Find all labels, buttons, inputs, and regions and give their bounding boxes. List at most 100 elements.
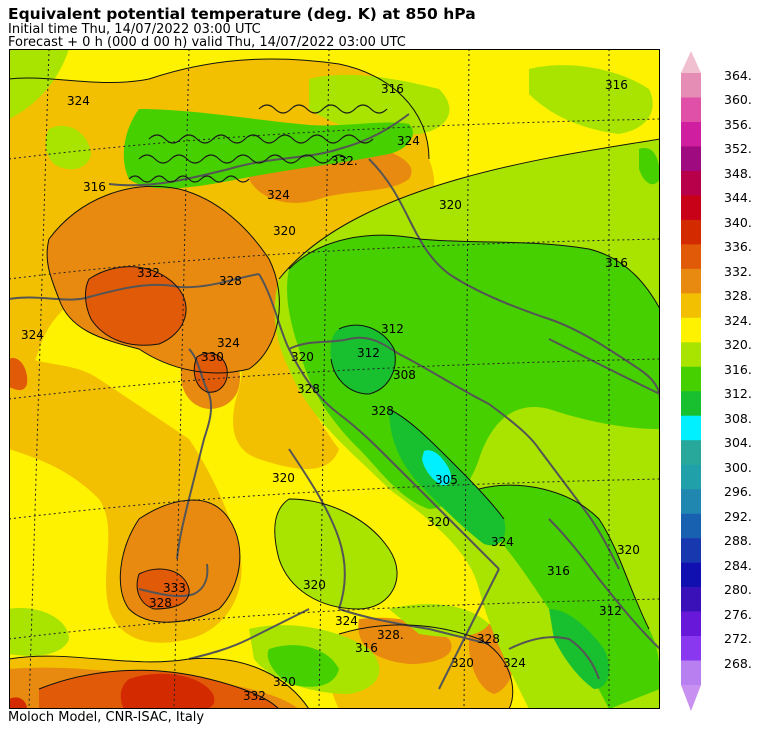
contour-label: 324	[397, 134, 420, 148]
colorbar-tick-label: 280.	[724, 582, 752, 598]
colorbar-swatch	[681, 219, 701, 245]
colorbar-swatch	[681, 587, 701, 612]
colorbar-tick-label: 272.	[724, 631, 752, 647]
colorbar-swatch	[681, 611, 701, 637]
colorbar-tick-label: 300.	[724, 459, 752, 475]
contour-label: 316	[605, 78, 628, 92]
contour-label: 320	[273, 675, 296, 689]
contour-label: 316	[83, 180, 106, 194]
colorbar-tick-label: 360.	[724, 92, 752, 108]
colorbar-swatch	[681, 415, 701, 441]
colorbar-tick-label: 364.	[724, 68, 752, 83]
field-312-east-top	[639, 148, 660, 185]
coastlines	[9, 113, 660, 690]
colorbar	[681, 51, 701, 711]
contour-label: 320	[272, 471, 295, 485]
field-312-adriatic	[287, 235, 660, 509]
forecast-valid-label: Forecast + 0 h (000 d 00 h) valid Thu, 1…	[8, 35, 406, 50]
colorbar-tick-label: 332.	[724, 263, 752, 279]
colorbar-tick-label: 304.	[724, 435, 752, 451]
contour-label: 324	[21, 328, 44, 342]
colorbar-tick-label: 288.	[724, 533, 752, 549]
colorbar-swatch	[681, 97, 701, 123]
contour-label: 324	[503, 656, 526, 670]
colorbar-bottom-arrow	[681, 685, 701, 711]
contour-label: 316	[355, 641, 378, 655]
initial-time-label: Initial time Thu, 14/07/2022 03:00 UTC	[8, 22, 261, 37]
contour-label: 328.	[377, 628, 404, 642]
field-316-north	[529, 65, 653, 134]
contour-label: 324	[67, 94, 90, 108]
colorbar-swatch	[681, 342, 701, 368]
field-332-left	[9, 358, 28, 391]
colorbar-tick-label: 312.	[724, 386, 752, 402]
field-336-bottomleft	[9, 697, 27, 709]
latlon-grid	[9, 49, 660, 709]
colorbar-swatch	[681, 244, 701, 270]
contour-label: 328	[297, 382, 320, 396]
colorbar-swatch	[681, 293, 701, 319]
colorbar-swatch	[681, 391, 701, 417]
contour-label: 324	[491, 535, 514, 549]
colorbar-tick-label: 276.	[724, 606, 752, 622]
colorbar-tick-label: 344.	[724, 190, 752, 206]
contour-label: 312	[381, 322, 404, 336]
field-312-balkans-south	[477, 485, 660, 709]
contour-label-group: 324 316 316 332. 324 320 316 320 324 332…	[21, 78, 640, 703]
contour-label: 316	[605, 256, 628, 270]
colorbar-swatch	[681, 268, 701, 294]
colorbar-swatch	[681, 121, 701, 147]
field-312-bottom	[267, 645, 339, 687]
chart-title: Equivalent potential temperature (deg. K…	[8, 5, 476, 23]
colorbar-tick-label: 320.	[724, 337, 752, 353]
contour-label: 320	[273, 224, 296, 238]
contour-label: 305	[435, 473, 458, 487]
contour-label: 320	[303, 578, 326, 592]
contour-label: 312	[599, 604, 622, 618]
contour-label: 324	[267, 188, 290, 202]
contour-label: 320	[439, 198, 462, 212]
contour-label: 320	[291, 350, 314, 364]
model-credit: Moloch Model, CNR-ISAC, Italy	[8, 710, 205, 725]
field-312-alps	[123, 109, 413, 189]
weather-map: 324 316 316 332. 324 320 316 320 324 332…	[9, 49, 660, 709]
colorbar-swatch	[681, 489, 701, 514]
colorbar-swatch	[681, 538, 701, 563]
field-304-adriatic	[422, 450, 452, 486]
colorbar-swatch	[681, 73, 701, 98]
colorbar-tick-label: 348.	[724, 165, 752, 181]
contour-label: 332.	[137, 266, 164, 280]
colorbar-tick-label: 356.	[724, 116, 752, 132]
field-332-west	[85, 266, 187, 346]
contour-label: 328	[477, 632, 500, 646]
contour-label: 328	[371, 404, 394, 418]
colorbar-tick-label: 316.	[724, 361, 752, 377]
contour-label: 320	[427, 515, 450, 529]
colorbar-swatch	[681, 317, 701, 343]
alpine-contours	[128, 104, 388, 183]
contour-label: 328	[219, 274, 242, 288]
colorbar-tick-label: 292.	[724, 508, 752, 524]
colorbar-tick-label: 308.	[724, 410, 752, 426]
colorbar-tick-label: 296.	[724, 484, 752, 500]
colorbar-swatch	[681, 170, 701, 196]
contour-label: 316	[381, 82, 404, 96]
contour-label: 328	[149, 596, 172, 610]
contour-label: 324	[217, 336, 240, 350]
contour-label: 324	[335, 614, 358, 628]
colorbar-tick-label: 324.	[724, 312, 752, 328]
colorbar-swatch	[681, 440, 701, 465]
contour-label: 320	[617, 543, 640, 557]
contour-label: 312	[357, 346, 380, 360]
colorbar-top-arrow	[681, 51, 701, 73]
colorbar-tick-label: 336.	[724, 239, 752, 255]
colorbar-swatch	[681, 195, 701, 221]
map-frame	[9, 49, 660, 709]
field-316-tyrrhenian	[389, 604, 489, 637]
colorbar-swatches	[681, 51, 701, 711]
colorbar-tick-label: 284.	[724, 557, 752, 573]
colorbar-swatch	[681, 146, 701, 172]
contour-label: 333	[163, 581, 186, 595]
field-316-bottom-left	[9, 608, 69, 656]
contour-label: 320	[451, 656, 474, 670]
